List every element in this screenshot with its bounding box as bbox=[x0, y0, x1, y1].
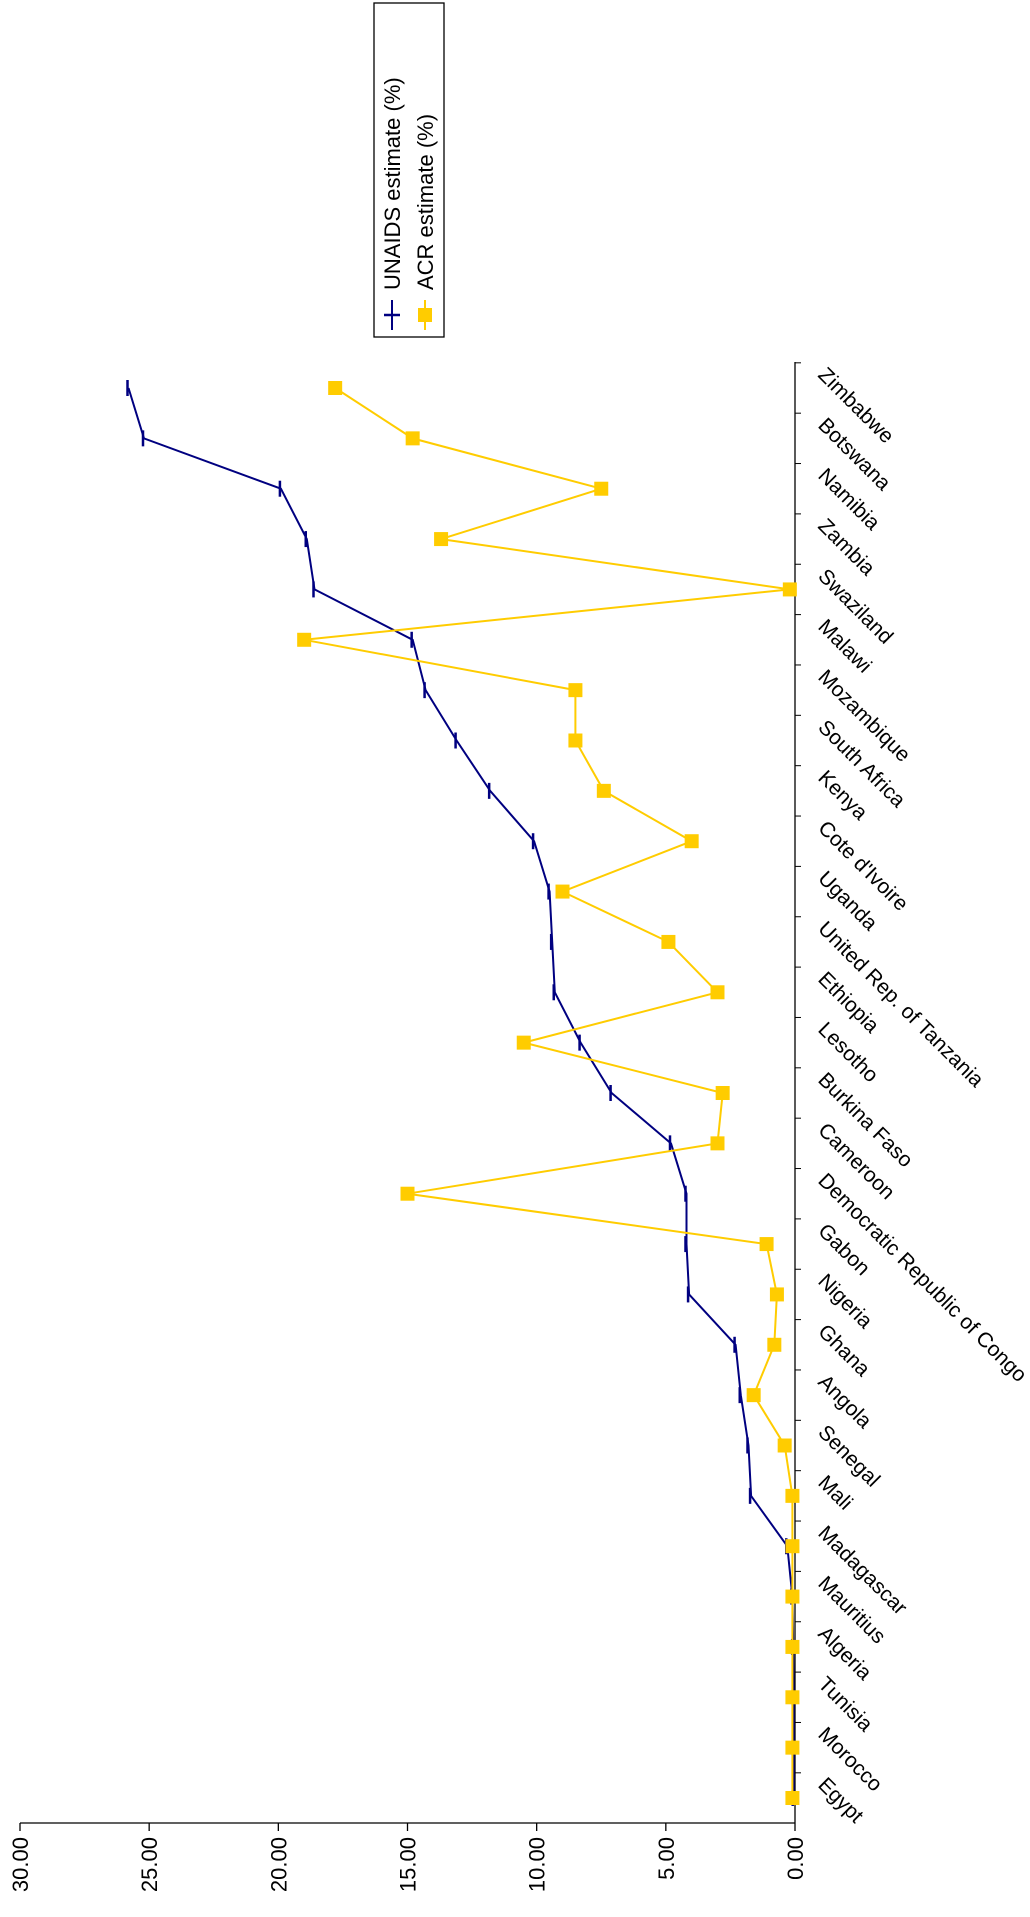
category-label: Angola bbox=[813, 1370, 876, 1433]
value-tick-label: 25.00 bbox=[137, 1837, 162, 1892]
data-point bbox=[710, 1136, 725, 1151]
data-point bbox=[785, 1639, 800, 1654]
data-point bbox=[710, 985, 725, 1000]
data-point bbox=[769, 1287, 784, 1302]
series-acr bbox=[297, 381, 800, 1805]
data-point bbox=[568, 683, 583, 698]
data-point bbox=[782, 582, 797, 597]
data-point bbox=[785, 1589, 800, 1604]
data-point bbox=[767, 1337, 782, 1352]
value-tick-label: 0.00 bbox=[783, 1837, 808, 1880]
data-point bbox=[516, 1035, 531, 1050]
value-tick-label: 10.00 bbox=[525, 1837, 550, 1892]
value-tick-label: 30.00 bbox=[8, 1837, 33, 1892]
data-point bbox=[715, 1086, 730, 1100]
data-point bbox=[785, 1690, 800, 1705]
y-tick-labels: 0.00 5.00 10.00 15.00 20.00 25.00 30.00 bbox=[8, 1837, 808, 1892]
data-point bbox=[594, 481, 609, 496]
category-label: Tunisia bbox=[813, 1673, 877, 1737]
legend-marker bbox=[418, 308, 432, 322]
data-point bbox=[568, 733, 583, 748]
category-label: Ghana bbox=[813, 1320, 874, 1381]
data-point bbox=[297, 632, 312, 647]
series-unaids bbox=[126, 380, 795, 1806]
data-point bbox=[777, 1438, 792, 1453]
legend-entry: UNAIDS estimate (%) bbox=[380, 77, 405, 330]
data-point bbox=[684, 834, 699, 849]
value-tick-label: 20.00 bbox=[266, 1837, 291, 1892]
data-point bbox=[661, 934, 676, 949]
data-point bbox=[400, 1186, 415, 1201]
legend-entry: ACR estimate (%) bbox=[413, 114, 438, 330]
legend-box bbox=[373, 2, 445, 338]
chart-legend: UNAIDS estimate (%) ACR estimate (%) bbox=[373, 2, 445, 338]
data-point bbox=[596, 783, 611, 798]
x-tick-labels: EgyptMoroccoTunisiaAlgeriaMauritiusMadag… bbox=[813, 363, 1030, 1827]
value-tick-label: 5.00 bbox=[654, 1837, 679, 1880]
value-tick-label: 15.00 bbox=[396, 1837, 421, 1892]
data-point bbox=[785, 1539, 800, 1554]
data-point bbox=[555, 884, 570, 899]
data-point bbox=[434, 532, 449, 547]
data-point bbox=[328, 381, 343, 395]
data-point bbox=[785, 1488, 800, 1503]
legend-label: UNAIDS estimate (%) bbox=[380, 77, 405, 290]
legend-label: ACR estimate (%) bbox=[413, 114, 438, 290]
chart-axes bbox=[19, 362, 801, 1831]
category-label: Nigeria bbox=[813, 1270, 877, 1334]
data-point bbox=[746, 1388, 761, 1403]
data-point bbox=[785, 1791, 800, 1805]
data-point bbox=[405, 431, 420, 446]
data-point bbox=[759, 1237, 774, 1252]
category-label: Mali bbox=[813, 1471, 856, 1514]
series-layer bbox=[126, 380, 800, 1806]
data-point bbox=[785, 1740, 800, 1755]
